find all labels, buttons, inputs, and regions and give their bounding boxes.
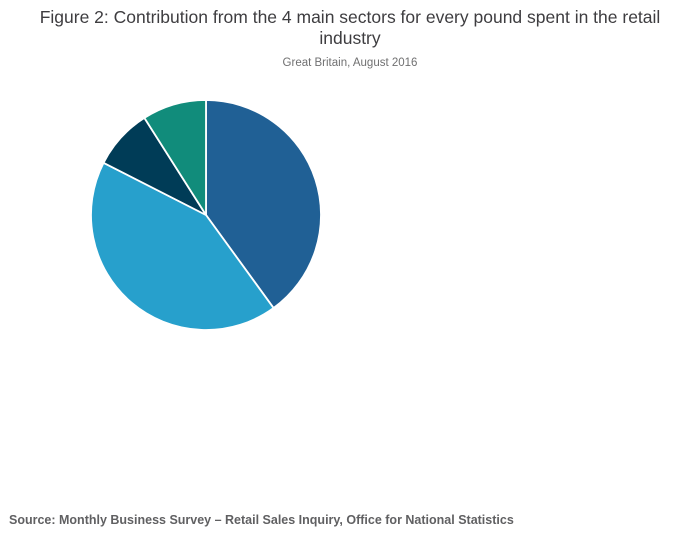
pie-chart xyxy=(90,99,322,331)
chart-subtitle: Great Britain, August 2016 xyxy=(282,57,418,69)
pie-slice-2-sector-2-sky-blue[interactable] xyxy=(90,161,275,331)
chart-title: Figure 2: Contribution from the 4 main s… xyxy=(0,7,700,49)
pie-slice-1-sector-1-ocean-blue[interactable] xyxy=(205,99,322,309)
source-text: Source: Monthly Business Survey – Retail… xyxy=(9,513,514,527)
chart-title-text: Figure 2: Contribution from the 4 main s… xyxy=(39,7,661,48)
pie-chart-area xyxy=(89,98,323,332)
pie-slice-4-sector-4-green[interactable] xyxy=(143,99,207,216)
